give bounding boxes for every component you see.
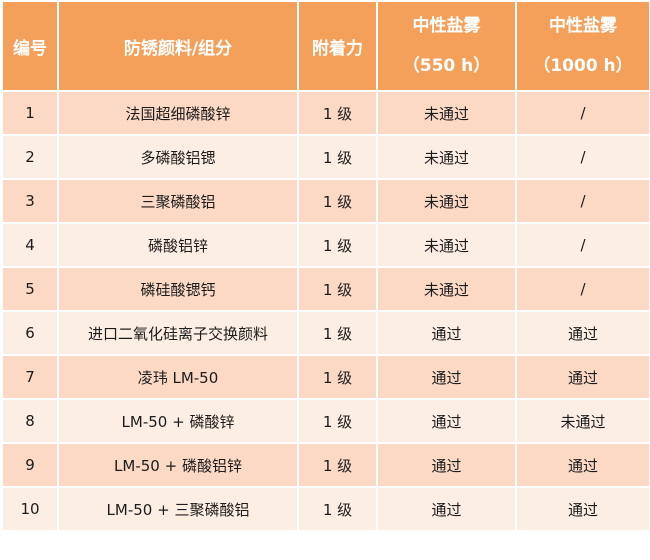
cell-id: 7 [3,356,57,398]
cell-salt-spray-550: 通过 [378,356,515,398]
cell-salt-spray-1000: 通过 [517,488,649,530]
table-row: 8 LM-50 + 磷酸锌 1 级通过 未通过 [3,400,649,442]
header-salt-spray-550-duration: （550 h） [402,56,491,76]
cell-salt-spray-1000: / [517,136,649,178]
header-pigment: 防锈颜料/组分 [59,2,297,90]
cell-salt-spray-1000: 通过 [517,356,649,398]
cell-adhesion: 1 级 [299,356,376,398]
cell-adhesion: 1 级 [299,488,376,530]
cell-pigment: 磷酸铝锌 [59,224,297,266]
cell-pigment: 法国超细磷酸锌 [59,92,297,134]
cell-pigment: 三聚磷酸铝 [59,180,297,222]
cell-salt-spray-550: 通过 [378,312,515,354]
cell-pigment: 多磷酸铝锶 [59,136,297,178]
cell-adhesion: 1 级 [299,268,376,310]
cell-pigment: LM-50 + 磷酸锌 [59,400,297,442]
cell-id: 5 [3,268,57,310]
cell-adhesion: 1 级 [299,180,376,222]
cell-salt-spray-550: 通过 [378,444,515,486]
header-id: 编号 [3,2,57,90]
cell-pigment: 凌玮 LM-50 [59,356,297,398]
table-header: 编号 防锈颜料/组分 附着力 中性盐雾 （550 h） 中性盐雾 （1000 h… [3,2,649,90]
table-row: 4 磷酸铝锌 1 级未通过 / [3,224,649,266]
header-row: 编号 防锈颜料/组分 附着力 中性盐雾 （550 h） 中性盐雾 （1000 h… [3,2,649,90]
table-row: 1 法国超细磷酸锌 1 级未通过 / [3,92,649,134]
cell-pigment: 进口二氧化硅离子交换颜料 [59,312,297,354]
header-salt-spray-550: 中性盐雾 （550 h） [378,2,515,90]
cell-adhesion: 1 级 [299,136,376,178]
cell-pigment: LM-50 + 磷酸铝锌 [59,444,297,486]
cell-id: 3 [3,180,57,222]
results-table: 编号 防锈颜料/组分 附着力 中性盐雾 （550 h） 中性盐雾 （1000 h… [1,0,650,532]
table-row: 3 三聚磷酸铝 1 级未通过 / [3,180,649,222]
header-salt-spray-550-title: 中性盐雾 [412,16,481,36]
cell-adhesion: 1 级 [299,92,376,134]
header-salt-spray-1000-title: 中性盐雾 [549,16,617,36]
cell-id: 10 [3,488,57,530]
cell-salt-spray-550: 未通过 [378,136,515,178]
cell-salt-spray-550: 通过 [378,400,515,442]
cell-id: 6 [3,312,57,354]
cell-pigment: 磷硅酸锶钙 [59,268,297,310]
cell-salt-spray-1000: / [517,224,649,266]
cell-salt-spray-550: 未通过 [378,92,515,134]
header-salt-spray-1000-duration: （1000 h） [533,56,633,76]
cell-pigment: LM-50 + 三聚磷酸铝 [59,488,297,530]
cell-salt-spray-1000: / [517,92,649,134]
cell-salt-spray-550: 未通过 [378,180,515,222]
cell-id: 8 [3,400,57,442]
cell-id: 9 [3,444,57,486]
table-row: 9 LM-50 + 磷酸铝锌 1 级通过 通过 [3,444,649,486]
cell-adhesion: 1 级 [299,224,376,266]
header-adhesion: 附着力 [299,2,376,90]
cell-id: 2 [3,136,57,178]
cell-salt-spray-550: 未通过 [378,268,515,310]
cell-salt-spray-1000: 通过 [517,444,649,486]
cell-adhesion: 1 级 [299,400,376,442]
cell-adhesion: 1 级 [299,444,376,486]
cell-salt-spray-1000: / [517,268,649,310]
table-row: 10 LM-50 + 三聚磷酸铝 1 级通过 通过 [3,488,649,530]
cell-salt-spray-550: 未通过 [378,224,515,266]
table-body: 1 法国超细磷酸锌 1 级未通过/2 多磷酸铝锶 1 级未通过/3 三聚磷酸铝 1 级未通过… [3,92,649,530]
cell-salt-spray-1000: / [517,180,649,222]
table-row: 6 进口二氧化硅离子交换颜料 1 级通过 通过 [3,312,649,354]
cell-salt-spray-1000: 未通过 [517,400,649,442]
cell-id: 1 [3,92,57,134]
header-salt-spray-1000: 中性盐雾 （1000 h） [517,2,649,90]
cell-salt-spray-1000: 通过 [517,312,649,354]
table-row: 7 凌玮 LM-50 1 级通过 通过 [3,356,649,398]
table-row: 5 磷硅酸锶钙 1 级未通过 / [3,268,649,310]
cell-salt-spray-550: 通过 [378,488,515,530]
table-row: 2 多磷酸铝锶 1 级未通过 / [3,136,649,178]
cell-adhesion: 1 级 [299,312,376,354]
cell-id: 4 [3,224,57,266]
